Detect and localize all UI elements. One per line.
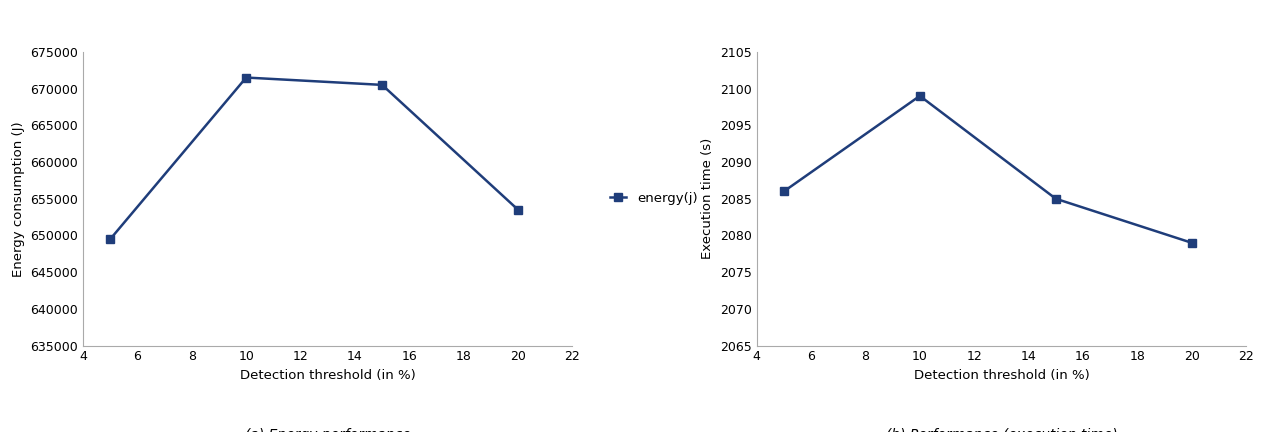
energy(j) bbox=[1048, 196, 1063, 201]
energy(j) bbox=[510, 207, 525, 212]
Y-axis label: Energy consumption (J): Energy consumption (J) bbox=[12, 121, 24, 276]
Y-axis label: Execution time (s): Execution time (s) bbox=[702, 138, 714, 259]
energy(j) bbox=[776, 189, 791, 194]
Text: (b) Performance (execution time): (b) Performance (execution time) bbox=[886, 428, 1117, 432]
Line: energy(j): energy(j) bbox=[106, 73, 523, 243]
energy(j) bbox=[912, 93, 928, 98]
X-axis label: Detection threshold (in %): Detection threshold (in %) bbox=[914, 369, 1089, 382]
energy(j) bbox=[1183, 240, 1199, 245]
X-axis label: Detection threshold (in %): Detection threshold (in %) bbox=[240, 369, 415, 382]
Line: energy(j): energy(j) bbox=[780, 92, 1196, 247]
Text: (a) Energy performance: (a) Energy performance bbox=[245, 428, 410, 432]
energy(j) bbox=[374, 82, 390, 87]
Legend: energy(j): energy(j) bbox=[604, 187, 703, 210]
energy(j) bbox=[239, 75, 254, 80]
energy(j) bbox=[102, 237, 118, 242]
